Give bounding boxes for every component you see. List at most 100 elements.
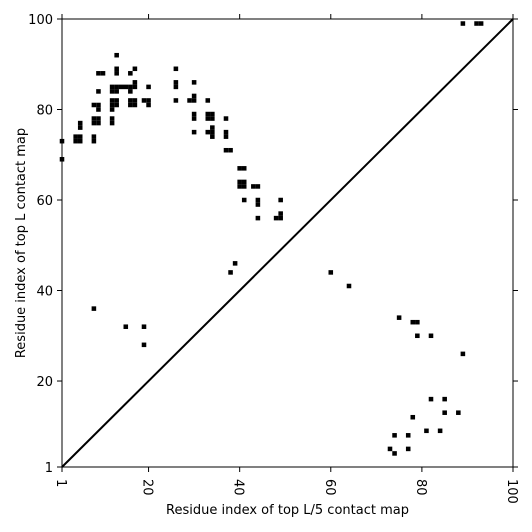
contact-point	[205, 129, 211, 135]
contact-point	[141, 324, 147, 329]
y-axis-label: Residue index of top L contact map	[14, 128, 29, 358]
contact-point	[396, 315, 402, 320]
contact-point	[191, 93, 197, 99]
contact-point	[109, 120, 115, 126]
contact-point	[237, 166, 242, 171]
contact-point	[146, 84, 151, 90]
contact-point	[191, 111, 197, 117]
contact-point	[278, 215, 283, 221]
contact-point	[91, 306, 97, 311]
contact-point	[109, 107, 115, 112]
contact-point	[132, 84, 138, 90]
contact-point	[128, 71, 133, 76]
contact-point	[405, 446, 411, 452]
contact-point	[91, 102, 97, 108]
contact-point	[210, 116, 215, 121]
contact-point	[205, 116, 211, 121]
contact-point	[210, 134, 215, 139]
contact-point	[100, 71, 106, 76]
contact-point	[241, 166, 247, 171]
contact-point	[73, 138, 78, 144]
contact-point	[132, 66, 138, 72]
contact-point	[460, 351, 466, 357]
contact-point	[96, 89, 101, 94]
contact-point	[123, 324, 129, 329]
contact-point	[123, 84, 129, 90]
contact-point	[478, 21, 484, 26]
contact-point	[437, 428, 443, 434]
contact-point	[96, 116, 101, 121]
contact-point	[428, 396, 434, 402]
contact-point	[278, 197, 283, 203]
x-tick-label: 1	[53, 479, 68, 487]
contact-point	[223, 129, 229, 135]
contact-point	[442, 396, 447, 402]
contact-point	[109, 98, 115, 103]
contact-point	[387, 446, 393, 452]
contact-point	[415, 333, 420, 339]
y-tick-label: 40	[36, 285, 53, 300]
contact-point	[241, 197, 247, 203]
contact-point	[232, 261, 238, 266]
contact-point	[146, 102, 151, 108]
contact-point	[255, 202, 261, 207]
contact-point	[77, 134, 83, 139]
contact-point	[205, 98, 211, 103]
contact-point	[77, 120, 83, 126]
contact-point	[141, 98, 147, 103]
contact-point	[223, 147, 229, 153]
contact-point	[241, 179, 247, 185]
contact-point	[474, 21, 479, 26]
contact-point	[460, 21, 466, 26]
contact-point	[109, 102, 115, 108]
contact-point	[210, 129, 215, 135]
contact-point	[109, 89, 115, 94]
contact-point	[109, 84, 115, 90]
contact-point	[96, 107, 101, 112]
contact-point	[173, 84, 179, 90]
contact-point	[132, 102, 138, 108]
contact-point	[128, 89, 133, 94]
x-tick-label: 40	[231, 479, 246, 496]
contact-point	[173, 66, 179, 72]
contact-marks	[59, 21, 484, 456]
contact-point	[255, 197, 261, 203]
contact-point	[173, 80, 179, 85]
contact-point	[114, 66, 119, 72]
contact-point	[205, 111, 211, 117]
contact-point	[392, 433, 397, 438]
x-tick-label: 100	[504, 479, 519, 504]
contact-point	[191, 116, 197, 121]
contact-point	[237, 179, 242, 185]
contact-point	[132, 80, 138, 85]
y-tick-label: 100	[28, 13, 53, 28]
x-axis-label: Residue index of top L/5 contact map	[166, 503, 409, 518]
contact-point	[191, 129, 197, 135]
contact-point	[114, 89, 119, 94]
contact-point	[132, 98, 138, 103]
contact-point	[392, 451, 397, 456]
x-tick-label: 80	[413, 479, 428, 496]
contact-point	[210, 125, 215, 130]
diagonal-line	[61, 18, 514, 468]
contact-point	[251, 184, 256, 189]
y-tick-label: 80	[36, 104, 53, 119]
contact-point	[141, 342, 147, 348]
contact-point	[109, 116, 115, 121]
x-tick-label: 20	[140, 479, 155, 496]
contact-point	[273, 215, 279, 221]
contact-point	[96, 102, 101, 108]
contact-point	[77, 125, 83, 130]
contact-point	[428, 333, 434, 339]
contact-point	[91, 120, 97, 126]
y-tick-label: 20	[36, 375, 53, 390]
contact-point	[128, 84, 133, 90]
contact-point	[114, 102, 119, 108]
contact-point	[77, 138, 83, 144]
contact-point	[255, 215, 261, 221]
contact-point	[73, 134, 78, 139]
contact-point	[223, 116, 229, 121]
contact-point	[415, 319, 420, 325]
